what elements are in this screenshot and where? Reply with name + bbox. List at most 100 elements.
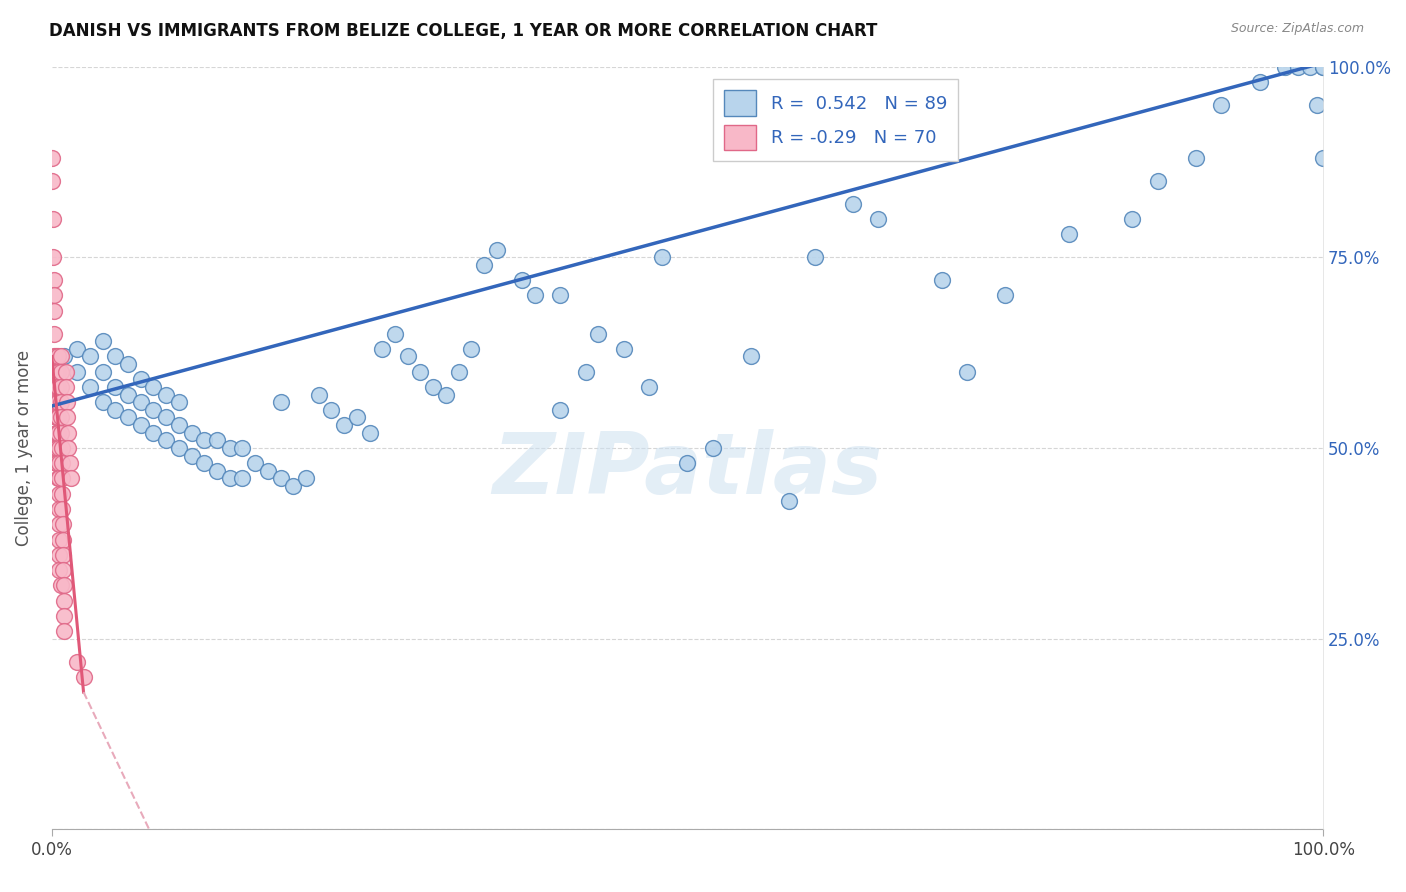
Point — [66, 655, 89, 669]
Point — [45, 425, 67, 440]
Point — [48, 456, 70, 470]
Point — [46, 365, 69, 379]
Point — [346, 410, 368, 425]
Point — [1312, 151, 1334, 165]
Point — [44, 350, 66, 364]
Point — [48, 487, 70, 501]
Point — [218, 441, 240, 455]
Point — [104, 380, 127, 394]
Point — [434, 387, 457, 401]
Point — [72, 670, 94, 684]
Point — [41, 151, 63, 165]
Point — [193, 434, 215, 448]
Text: Source: ZipAtlas.com: Source: ZipAtlas.com — [1230, 22, 1364, 36]
Point — [51, 456, 73, 470]
Point — [52, 563, 75, 577]
Legend: R =  0.542   N = 89, R = -0.29   N = 70: R = 0.542 N = 89, R = -0.29 N = 70 — [713, 79, 957, 161]
Point — [1147, 174, 1170, 188]
Point — [638, 380, 661, 394]
Point — [510, 273, 533, 287]
Point — [167, 418, 190, 433]
Point — [66, 365, 89, 379]
Point — [994, 288, 1017, 302]
Y-axis label: College, 1 year or more: College, 1 year or more — [15, 350, 32, 546]
Point — [45, 456, 67, 470]
Point — [48, 517, 70, 532]
Point — [79, 350, 101, 364]
Point — [53, 608, 76, 623]
Point — [740, 350, 762, 364]
Point — [45, 380, 67, 394]
Point — [91, 334, 114, 349]
Point — [523, 288, 546, 302]
Point — [46, 471, 69, 485]
Point — [49, 395, 72, 409]
Point — [117, 387, 139, 401]
Point — [41, 174, 63, 188]
Point — [1274, 60, 1296, 74]
Point — [575, 365, 598, 379]
Point — [55, 380, 77, 394]
Point — [142, 402, 165, 417]
Point — [1286, 60, 1309, 74]
Point — [49, 380, 72, 394]
Point — [218, 471, 240, 485]
Point — [117, 357, 139, 371]
Point — [45, 441, 67, 455]
Point — [44, 303, 66, 318]
Point — [51, 441, 73, 455]
Point — [371, 342, 394, 356]
Point — [676, 456, 699, 470]
Point — [155, 434, 177, 448]
Point — [155, 410, 177, 425]
Point — [803, 250, 825, 264]
Point — [155, 387, 177, 401]
Point — [45, 410, 67, 425]
Point — [205, 434, 228, 448]
Point — [1306, 97, 1329, 112]
Point — [129, 395, 152, 409]
Point — [51, 487, 73, 501]
Point — [59, 471, 82, 485]
Point — [49, 425, 72, 440]
Point — [48, 502, 70, 516]
Point — [613, 342, 636, 356]
Point — [167, 441, 190, 455]
Point — [257, 464, 280, 478]
Point — [321, 402, 343, 417]
Point — [180, 425, 202, 440]
Point — [45, 395, 67, 409]
Point — [45, 365, 67, 379]
Point — [45, 456, 67, 470]
Point — [48, 471, 70, 485]
Point — [49, 350, 72, 364]
Point — [270, 395, 292, 409]
Point — [58, 441, 80, 455]
Point — [46, 425, 69, 440]
Point — [142, 425, 165, 440]
Point — [308, 387, 330, 401]
Point — [384, 326, 406, 341]
Point — [49, 365, 72, 379]
Point — [45, 441, 67, 455]
Point — [1249, 75, 1271, 89]
Point — [841, 197, 863, 211]
Point — [485, 243, 508, 257]
Point — [117, 410, 139, 425]
Point — [396, 350, 419, 364]
Point — [129, 372, 152, 386]
Point — [205, 464, 228, 478]
Point — [931, 273, 953, 287]
Point — [472, 258, 495, 272]
Point — [270, 471, 292, 485]
Point — [1312, 60, 1334, 74]
Point — [45, 410, 67, 425]
Point — [42, 250, 65, 264]
Point — [45, 395, 67, 409]
Point — [52, 548, 75, 562]
Point — [44, 288, 66, 302]
Point — [46, 395, 69, 409]
Point — [167, 395, 190, 409]
Point — [333, 418, 356, 433]
Point — [48, 441, 70, 455]
